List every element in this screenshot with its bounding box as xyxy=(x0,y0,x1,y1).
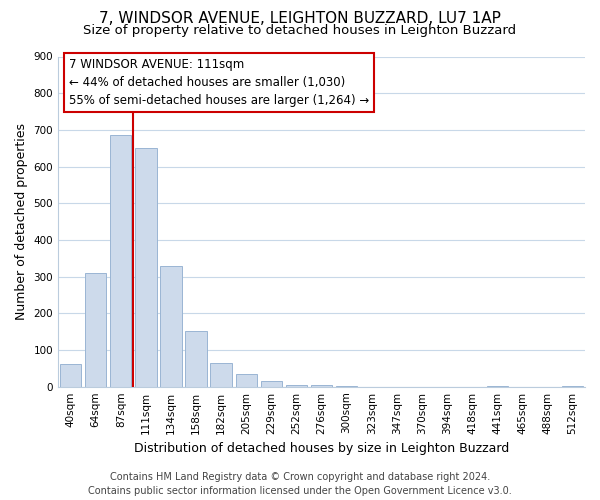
Bar xyxy=(160,266,182,386)
Text: Size of property relative to detached houses in Leighton Buzzard: Size of property relative to detached ho… xyxy=(83,24,517,37)
Bar xyxy=(236,374,257,386)
Bar xyxy=(135,148,157,386)
Text: 7, WINDSOR AVENUE, LEIGHTON BUZZARD, LU7 1AP: 7, WINDSOR AVENUE, LEIGHTON BUZZARD, LU7… xyxy=(99,11,501,26)
Bar xyxy=(185,330,207,386)
Bar xyxy=(260,381,282,386)
Bar xyxy=(85,273,106,386)
Bar xyxy=(311,385,332,386)
Y-axis label: Number of detached properties: Number of detached properties xyxy=(15,123,28,320)
Bar xyxy=(60,364,81,386)
Bar xyxy=(211,363,232,386)
Bar xyxy=(286,385,307,386)
Text: Contains HM Land Registry data © Crown copyright and database right 2024.
Contai: Contains HM Land Registry data © Crown c… xyxy=(88,472,512,496)
Text: 7 WINDSOR AVENUE: 111sqm
← 44% of detached houses are smaller (1,030)
55% of sem: 7 WINDSOR AVENUE: 111sqm ← 44% of detach… xyxy=(68,58,369,107)
Bar xyxy=(110,136,131,386)
X-axis label: Distribution of detached houses by size in Leighton Buzzard: Distribution of detached houses by size … xyxy=(134,442,509,455)
